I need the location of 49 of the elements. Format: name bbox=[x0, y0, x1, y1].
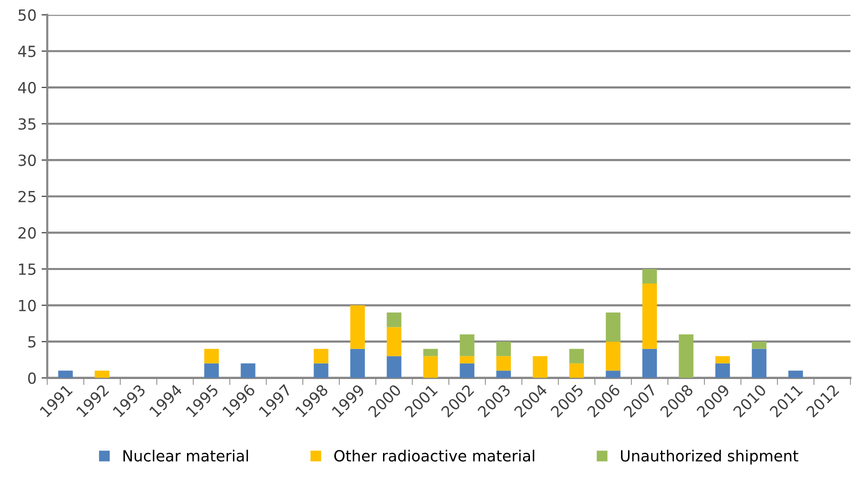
bar bbox=[240, 363, 256, 378]
y-tick-label: 35 bbox=[18, 118, 36, 130]
bar bbox=[460, 334, 474, 356]
y-tick-label: 50 bbox=[18, 9, 36, 21]
legend-label: Unauthorized shipment bbox=[620, 450, 798, 465]
y-tick-label: 0 bbox=[28, 372, 36, 384]
legend-label: Nuclear material bbox=[123, 450, 248, 462]
bar bbox=[386, 356, 402, 378]
bar bbox=[788, 370, 803, 378]
bar bbox=[204, 348, 219, 364]
bar bbox=[386, 327, 402, 356]
bar bbox=[204, 363, 219, 378]
bar bbox=[642, 268, 657, 284]
bar bbox=[642, 348, 657, 378]
y-tick-label: 40 bbox=[18, 82, 36, 94]
y-tick-label: 30 bbox=[18, 154, 36, 166]
bar bbox=[58, 370, 73, 378]
bar bbox=[496, 370, 511, 378]
bar bbox=[94, 370, 110, 378]
bar bbox=[715, 356, 730, 364]
bar bbox=[678, 334, 694, 378]
bar bbox=[460, 356, 474, 364]
bar bbox=[386, 312, 402, 328]
bar bbox=[423, 348, 438, 356]
bar bbox=[314, 348, 328, 364]
bar bbox=[569, 348, 584, 364]
bar bbox=[606, 342, 620, 371]
bar bbox=[606, 370, 620, 378]
y-tick-label: 15 bbox=[19, 264, 36, 276]
bar bbox=[423, 356, 438, 378]
legend-label: Other radioactive material bbox=[334, 450, 534, 462]
bar bbox=[569, 363, 584, 378]
y-tick-label: 5 bbox=[28, 336, 36, 348]
bar bbox=[532, 356, 548, 378]
bar bbox=[350, 305, 365, 349]
bar bbox=[496, 342, 511, 356]
bar bbox=[752, 342, 766, 349]
bar bbox=[606, 312, 620, 342]
bar bbox=[715, 363, 730, 378]
bar bbox=[642, 284, 657, 349]
y-tick-label: 10 bbox=[19, 300, 36, 312]
bar bbox=[460, 363, 474, 378]
y-tick-label: 45 bbox=[18, 46, 36, 58]
bar bbox=[314, 363, 328, 378]
bar bbox=[752, 348, 766, 378]
y-tick-label: 25 bbox=[18, 190, 36, 202]
y-tick-label: 20 bbox=[18, 227, 36, 239]
bar bbox=[496, 356, 511, 371]
bar bbox=[350, 348, 365, 378]
